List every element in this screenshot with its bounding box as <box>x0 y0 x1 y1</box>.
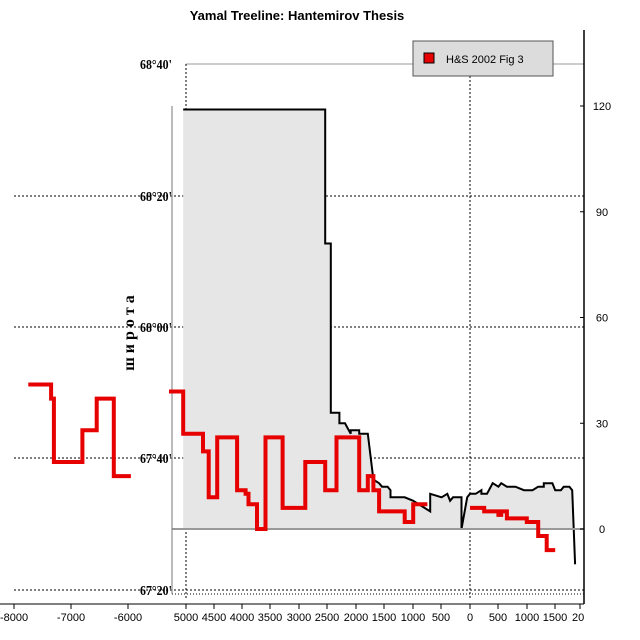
latitude-tick-label: 68°00' <box>140 319 172 335</box>
bottom-axis-tick-label: 1000 <box>515 612 539 624</box>
background-profile-line <box>183 108 577 565</box>
bottom-axis-tick-label: 3500 <box>258 612 282 624</box>
legend: H&S 2002 Fig 3 <box>412 40 554 77</box>
latitude-tick-label: 67°20' <box>140 582 172 598</box>
bottom-axis-tick-label: 3000 <box>287 612 311 624</box>
bottom-axis-tick-label: 4500 <box>202 612 226 624</box>
bottom-axis-tick-label: 500 <box>432 612 450 624</box>
series-0-segment-2 <box>470 505 556 553</box>
right-axis-tick-label: 120 <box>593 101 611 113</box>
chart-title: Yamal Treeline: Hantemirov Thesis <box>190 8 405 23</box>
bottom-axis-tick-label: -6000 <box>114 612 142 624</box>
bottom-axis-tick-label: -7000 <box>57 612 85 624</box>
right-axis-tick-label: 0 <box>599 524 605 536</box>
bottom-axis-tick-label: 2000 <box>344 612 368 624</box>
series-layer <box>28 382 556 553</box>
latitude-tick-label: 68°40' <box>140 56 172 72</box>
axes-layer: 120 90 60 30 0 68°40' 68°20' 68°00' 67°40' 67°20'… <box>0 30 611 624</box>
bottom-axis-tick-label: 1500 <box>372 612 396 624</box>
bottom-axis-tick-label: 20 <box>572 612 584 624</box>
legend-box <box>412 40 554 77</box>
bottom-axis-tick-label: 1500 <box>543 612 567 624</box>
right-axis-tick-label: 90 <box>596 207 608 219</box>
legend-label: H&S 2002 Fig 3 <box>446 54 524 66</box>
series-0-segment-1 <box>169 389 428 531</box>
bottom-axis-tick-label: 0 <box>467 612 473 624</box>
bottom-axis-tick-label: -8000 <box>0 612 28 624</box>
legend-swatch <box>423 52 435 64</box>
series-0-segment-0 <box>28 382 131 479</box>
bottom-axis-tick-label: 500 <box>489 612 507 624</box>
bottom-axis-tick-label: 4000 <box>230 612 254 624</box>
bottom-axis-tick-label: 1000 <box>401 612 425 624</box>
latitude-axis-label: ш и р о т а <box>121 295 138 370</box>
latitude-tick-label: 67°40' <box>140 450 172 466</box>
right-axis-tick-label: 60 <box>596 313 608 325</box>
bottom-axis-tick-label: 5000 <box>174 612 198 624</box>
background-profile-layer <box>171 106 584 594</box>
right-axis-tick-label: 30 <box>596 418 608 430</box>
bottom-axis-tick-label: 2500 <box>315 612 339 624</box>
latitude-tick-label: 68°20' <box>140 188 172 204</box>
